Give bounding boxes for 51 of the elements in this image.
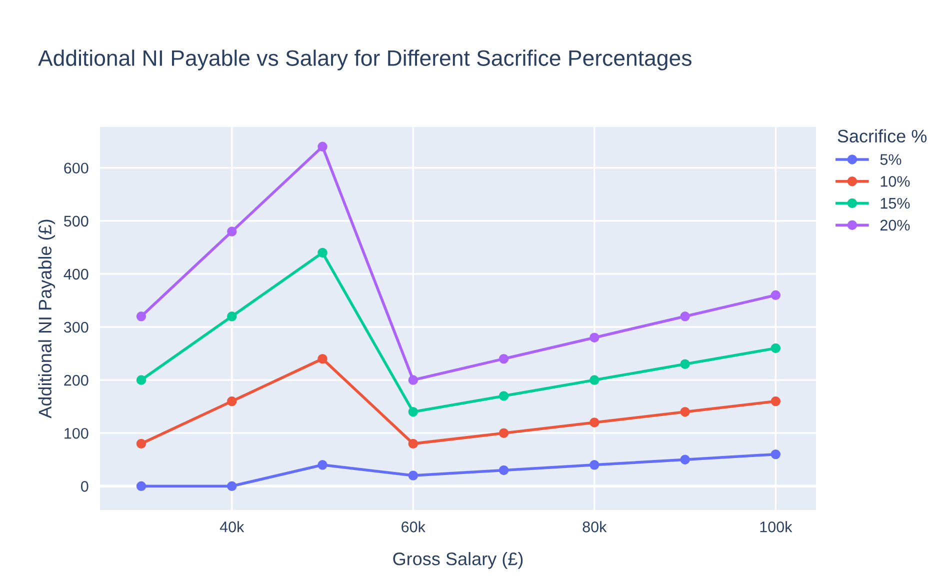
point — [680, 407, 690, 417]
legend-label: 15% — [880, 198, 910, 209]
point — [136, 312, 146, 322]
y-tick-label: 100 — [64, 428, 88, 439]
point — [408, 407, 418, 417]
point — [770, 449, 781, 460]
point — [136, 481, 146, 491]
x-tick-label: 60k — [402, 521, 426, 532]
point — [227, 312, 237, 322]
x-tick-label: 40k — [220, 521, 244, 532]
point — [770, 396, 781, 406]
y-axis-title: Additional NI Payable (£) — [38, 220, 56, 418]
y-tick-label: 200 — [64, 374, 88, 386]
point — [408, 470, 418, 480]
point — [498, 354, 509, 364]
point — [227, 396, 237, 406]
y-tick-label: 500 — [64, 216, 88, 227]
point — [408, 375, 418, 385]
point — [408, 438, 418, 449]
legend-label: 20% — [880, 220, 910, 231]
y-tick-label: 0 — [80, 480, 88, 492]
point — [680, 359, 690, 369]
point — [498, 465, 509, 476]
point — [770, 343, 781, 354]
y-tick-label: 600 — [64, 162, 88, 174]
point — [318, 248, 328, 258]
point — [318, 354, 328, 364]
point — [498, 391, 509, 401]
x-axis-title: Gross Salary (£) — [393, 552, 523, 569]
point — [136, 438, 146, 449]
x-tick-label: 100k — [760, 521, 792, 532]
point — [318, 142, 328, 152]
legend-title: Sacrifice % — [838, 129, 927, 143]
point — [680, 454, 690, 464]
y-tick-label: 400 — [64, 268, 88, 280]
point — [318, 460, 328, 470]
point — [498, 428, 509, 438]
chart-title: Additional NI Payable vs Salary for Different Sacrifice Percentages — [38, 50, 692, 70]
point — [680, 312, 690, 322]
point — [590, 418, 600, 428]
point — [590, 375, 600, 385]
point — [227, 226, 237, 236]
point — [136, 375, 146, 385]
point — [590, 460, 600, 470]
point — [770, 290, 781, 300]
y-tick-label: 300 — [64, 322, 88, 333]
x-tick-label: 80k — [582, 521, 607, 532]
point — [227, 481, 237, 491]
legend-label: 5% — [880, 154, 902, 165]
point — [590, 332, 600, 342]
legend-label: 10% — [880, 176, 910, 187]
